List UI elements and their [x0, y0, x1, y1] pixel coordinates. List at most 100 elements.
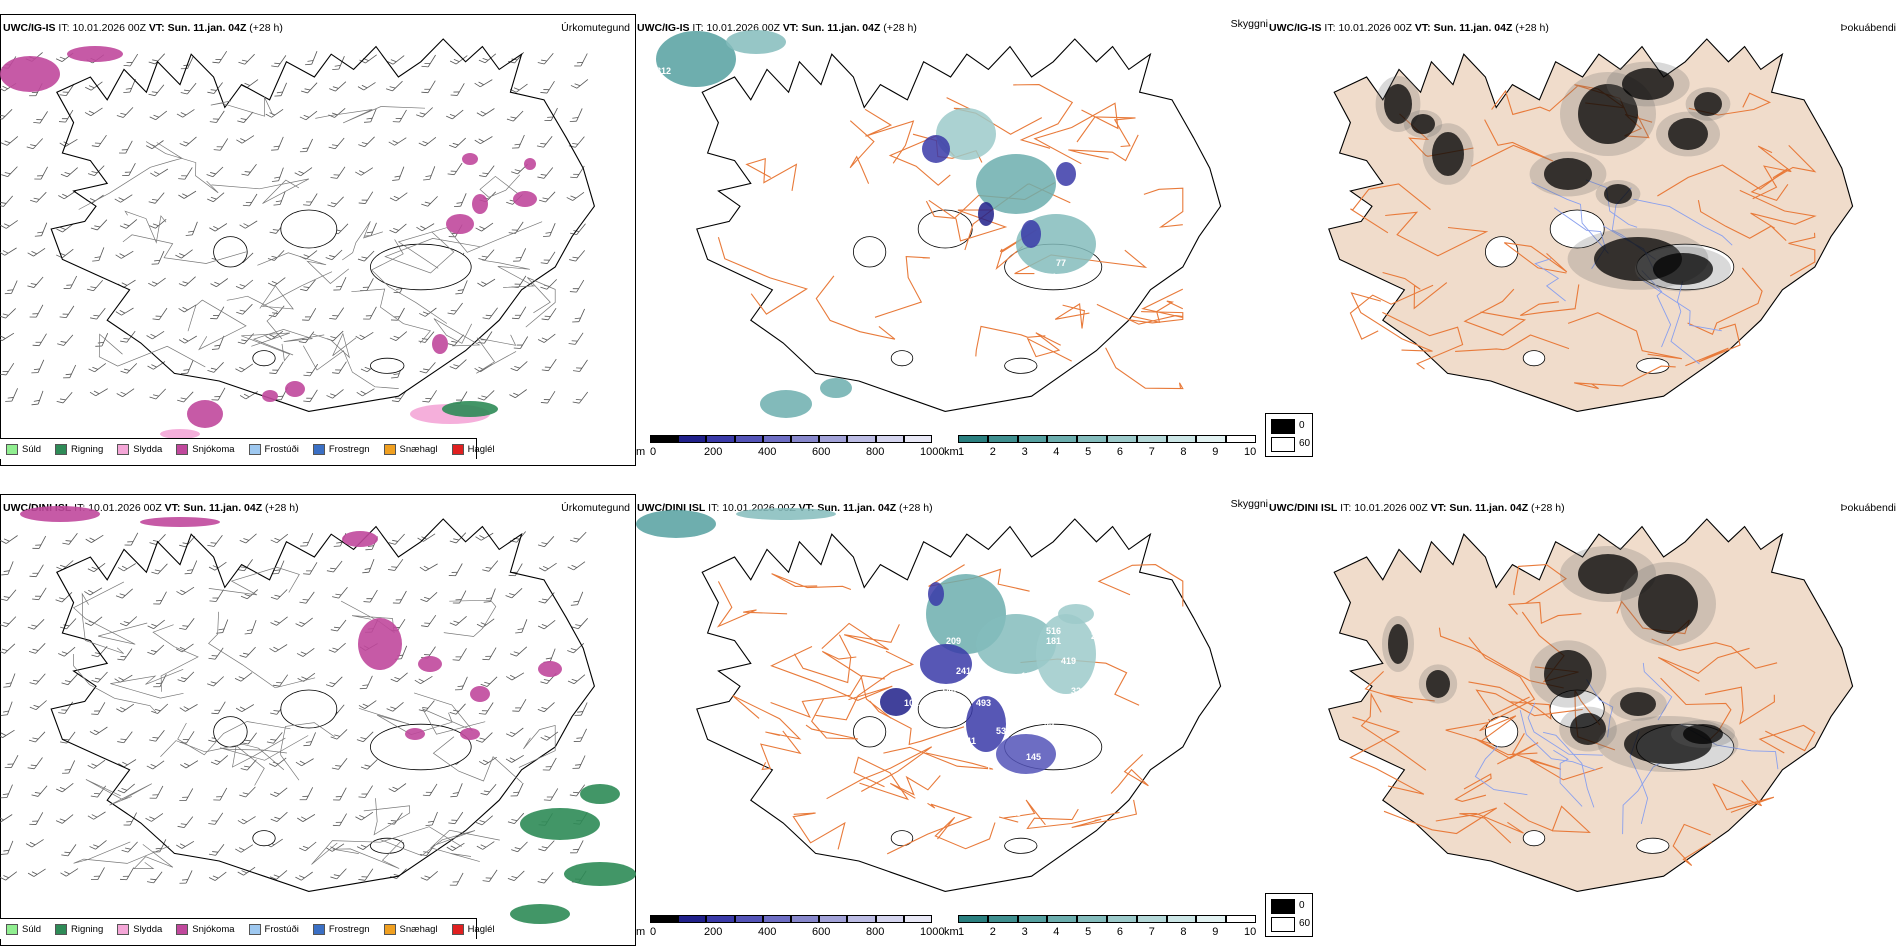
visibility-scale-m: m 0 200 400 600 800 1000: [636, 435, 944, 465]
road-line: [1651, 638, 1778, 669]
road-line: [1364, 671, 1435, 704]
fog-area: [1544, 650, 1592, 698]
wind-barb: [416, 107, 433, 118]
wind-barb: [32, 535, 47, 549]
wind-barb: [539, 191, 556, 203]
scale-tick-label: 0: [650, 926, 657, 938]
wind-barb: [537, 872, 554, 884]
wind-barb: [482, 307, 498, 320]
wind-barb: [544, 107, 558, 121]
wind-barb: [358, 136, 375, 148]
wind-barb: [180, 55, 194, 70]
wind-barb: [572, 755, 586, 769]
precip-area: [580, 784, 620, 804]
road-line: [1026, 808, 1120, 830]
scale-color-segment: [1047, 435, 1078, 443]
precip-area: [520, 808, 600, 840]
precip-legend: Súld Rigning Slydda Snjókoma Frostúði Frostre…: [0, 438, 495, 459]
road-line: [241, 332, 291, 362]
precip-area: [513, 191, 537, 207]
wind-barb: [480, 783, 497, 796]
scale-tick-label: 800: [866, 446, 885, 458]
river-line: [1474, 745, 1528, 796]
panel-header: UWC/DINI ISL IT: 10.01.2026 00Z VT: Sun.…: [1269, 502, 1565, 514]
road-line: [716, 581, 788, 628]
wind-barb: [449, 615, 467, 626]
scale-color-segment: [958, 435, 988, 443]
fog-area: [1432, 132, 1464, 176]
wind-barb: [300, 279, 316, 292]
road-line: [869, 700, 965, 746]
road-line: [1455, 334, 1570, 352]
precip-legend-label: Slydda: [133, 443, 163, 455]
wind-barb: [4, 280, 18, 295]
wind-barb: [213, 787, 228, 801]
scale-color-segment: [958, 915, 988, 923]
visibility-value-label: 664: [996, 276, 1011, 286]
scale-tick-label: 2: [989, 446, 996, 458]
road-line: [312, 332, 357, 359]
road-line: [85, 779, 152, 806]
visibility-value-label: 138: [986, 764, 1001, 774]
precip-legend-swatch: [117, 923, 130, 935]
scale-tick-label: 10: [1244, 446, 1257, 458]
visibility-value-label: 10: [916, 688, 926, 698]
visibility-value-label: 102: [904, 698, 919, 708]
road-line: [252, 329, 325, 356]
visibility-area: [760, 390, 812, 418]
wind-barb: [116, 107, 134, 118]
wind-barb: [149, 534, 166, 545]
precip-legend-item: Frostúði: [248, 923, 299, 935]
wind-barb: [123, 79, 136, 93]
wind-barb: [176, 586, 195, 596]
fog-area: [1604, 184, 1632, 204]
wind-barb: [478, 702, 494, 715]
road-line: [975, 325, 1046, 357]
scale-color-segment: [847, 915, 876, 923]
wind-barb: [58, 646, 76, 657]
wind-barb: [421, 54, 436, 68]
wind-barb: [207, 362, 224, 373]
wind-barb: [147, 619, 165, 630]
wind-barb: [210, 306, 225, 320]
fog-legend-low: 60: [1299, 438, 1311, 449]
precip-area: [67, 46, 123, 62]
wind-barb: [506, 110, 524, 122]
wind-barb: [88, 363, 107, 373]
wind-barb: [421, 80, 436, 94]
scale-unit: km: [944, 446, 959, 458]
fog-area: [1426, 670, 1450, 698]
road-line: [1349, 284, 1434, 340]
wind-barb: [513, 336, 529, 349]
wind-barb: [84, 107, 103, 117]
visibility-value-label: 32: [1071, 686, 1081, 696]
glacier-outline: [853, 236, 887, 268]
wind-barb: [0, 535, 18, 544]
panel-header: UWC/IG-IS IT: 10.01.2026 00Z VT: Sun. 11…: [637, 22, 917, 34]
visibility-area: [920, 644, 972, 684]
wind-barb: [567, 643, 585, 654]
precip-legend-label: Frostregn: [328, 923, 370, 935]
wind-barb: [29, 304, 44, 318]
wind-barb: [89, 840, 107, 850]
scale-color-segment: [678, 915, 707, 923]
wind-barb: [355, 811, 374, 821]
wind-barb: [572, 391, 589, 404]
scale-color-segment: [791, 915, 820, 923]
road-line: [302, 345, 399, 389]
wind-barb: [568, 332, 584, 345]
precip-legend-item: Rigning: [55, 443, 103, 455]
wind-barb: [271, 560, 285, 575]
scale-color-segment: [847, 435, 876, 443]
precip-legend-swatch: [383, 923, 396, 935]
road-line: [815, 650, 915, 721]
road-line: [928, 199, 1008, 242]
wind-barb: [115, 307, 134, 316]
visibility-value-label: 77: [1056, 258, 1066, 268]
precip-area: [460, 728, 480, 740]
glacier-outline: [1522, 350, 1546, 367]
visibility-area: [966, 696, 1006, 752]
wind-barb: [330, 868, 347, 880]
road-line: [160, 740, 285, 771]
